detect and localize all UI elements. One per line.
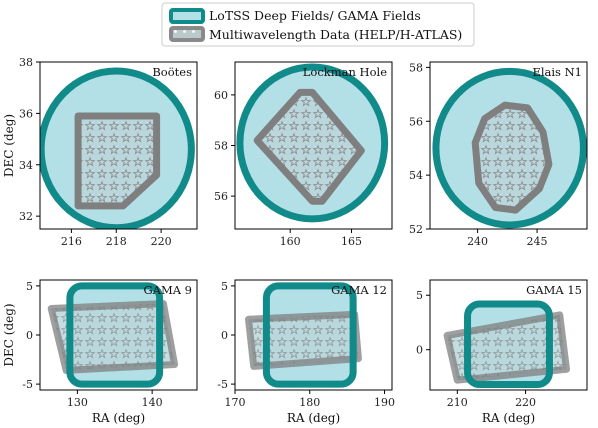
- x-axis-label: RA (deg): [92, 411, 145, 425]
- legend-label-help: Multiwavelength Data (HELP/H-ATLAS): [209, 27, 462, 42]
- y-tick-label: 58: [214, 140, 228, 153]
- y-tick-label: 56: [409, 115, 423, 128]
- x-axis-label: RA (deg): [287, 411, 340, 425]
- x-tick-label: 180: [299, 396, 320, 409]
- y-tick-label: 5: [221, 280, 228, 293]
- x-tick-label: 216: [61, 235, 82, 248]
- axes-frame: [39, 61, 198, 230]
- y-tick-label: 34: [19, 159, 33, 172]
- legend: LoTSS Deep Fields/ GAMA Fields Multiwave…: [161, 2, 475, 47]
- panel-gama-12: 170 180 190 -5 0 5 GAMA 12 RA (deg): [217, 279, 395, 425]
- axes-frame: [429, 61, 588, 230]
- panel-title: Boötes: [152, 65, 192, 79]
- y-tick-label: 54: [409, 169, 423, 182]
- axes-frame: [429, 279, 588, 391]
- y-tick-label: 0: [221, 329, 228, 342]
- x-axis-label: RA (deg): [482, 411, 535, 425]
- legend-swatch-lotss: [169, 8, 205, 24]
- x-tick-label: 220: [515, 396, 536, 409]
- x-tick-label: 165: [341, 235, 362, 248]
- plot-area: [236, 63, 389, 223]
- help-coverage: [471, 101, 553, 214]
- panel-elais-n1: 240 245 52 54 56 58 Elais N1: [409, 61, 588, 248]
- legend-swatch-help: [169, 26, 205, 42]
- help-coverage: [74, 112, 161, 210]
- plot-area: [47, 282, 179, 388]
- y-tick-label: -5: [217, 378, 228, 391]
- panel-lockman-hole: 160 165 56 58 60 Lockman Hole: [214, 61, 393, 248]
- panel-title: GAMA 12: [331, 283, 387, 297]
- panel-bootes: 216 218 220 32 34 36 38 Boötes DEC (deg): [2, 56, 198, 248]
- plot-area: [40, 67, 195, 229]
- x-tick-label: 210: [447, 396, 468, 409]
- y-tick-label: 38: [19, 56, 33, 69]
- plot-area: [432, 67, 587, 229]
- legend-label-lotss: LoTSS Deep Fields/ GAMA Fields: [209, 8, 421, 23]
- x-tick-label: 170: [225, 396, 246, 409]
- x-tick-label: 190: [374, 396, 395, 409]
- y-tick-label: 0: [416, 344, 423, 357]
- x-tick-label: 240: [467, 235, 488, 248]
- y-axis-label: DEC (deg): [2, 114, 16, 177]
- x-tick-label: 130: [67, 396, 88, 409]
- x-tick-label: 220: [151, 235, 172, 248]
- y-axis-label: DEC (deg): [2, 303, 16, 366]
- y-tick-label: 58: [409, 61, 423, 74]
- panel-title: Lockman Hole: [303, 65, 387, 79]
- lotss-outline: [66, 282, 164, 388]
- panel-title: Elais N1: [532, 65, 582, 79]
- y-tick-label: 60: [214, 89, 228, 102]
- y-tick-label: 0: [26, 329, 33, 342]
- x-tick-label: 160: [280, 235, 301, 248]
- y-tick-label: 32: [19, 210, 33, 223]
- legend-frame: [161, 2, 475, 47]
- panel-gama-9: 130 140 -5 0 5 GAMA 9 RA (deg) DEC (deg): [2, 279, 198, 425]
- plot-area: [443, 300, 570, 389]
- lotss-outline: [464, 300, 553, 389]
- x-tick-label: 218: [106, 235, 127, 248]
- y-tick-label: 36: [19, 107, 33, 120]
- x-tick-label: 245: [527, 235, 548, 248]
- y-tick-label: -5: [22, 378, 33, 391]
- lotss-outline: [262, 282, 357, 388]
- y-tick-label: 5: [416, 289, 423, 302]
- help-coverage: [253, 88, 365, 205]
- help-coverage: [47, 300, 179, 374]
- y-tick-label: 5: [26, 280, 33, 293]
- help-coverage: [245, 310, 362, 370]
- y-tick-label: 52: [409, 223, 423, 236]
- x-tick-label: 140: [142, 396, 163, 409]
- y-tick-label: 56: [214, 190, 228, 203]
- plot-area: [245, 282, 362, 388]
- panel-title: GAMA 15: [526, 283, 582, 297]
- panel-gama-15: 210 220 0 5 GAMA 15 RA (deg): [416, 279, 588, 425]
- help-coverage: [443, 311, 570, 384]
- panel-title: GAMA 9: [143, 283, 192, 297]
